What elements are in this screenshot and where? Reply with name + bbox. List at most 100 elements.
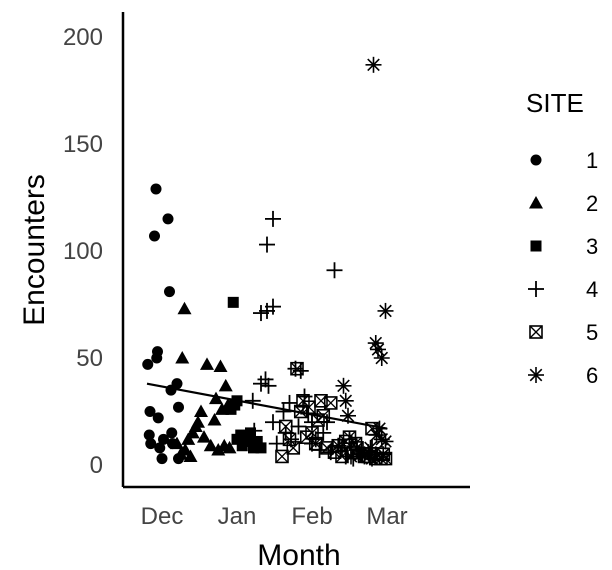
x-tick-labels: Dec Jan Feb Mar (141, 503, 408, 530)
point-site-3 (225, 403, 237, 415)
legend-label: 2 (586, 191, 598, 216)
legend-title: SITE (526, 88, 584, 118)
point-site-5 (308, 436, 323, 451)
y-tick-labels: 0 50 100 150 200 (63, 24, 103, 479)
point-site-2 (183, 449, 198, 462)
point-site-2 (185, 425, 200, 439)
point-site-5 (323, 396, 338, 410)
y-tick-label: 150 (63, 131, 103, 158)
point-site-4 (265, 210, 281, 227)
legend-item-site-3: 3 (530, 234, 598, 259)
x-tick-label: Mar (366, 503, 407, 530)
point-site-2 (207, 413, 222, 426)
point-site-5 (290, 361, 304, 376)
y-tick-label: 100 (63, 238, 103, 265)
point-site-3 (245, 427, 256, 439)
point-site-1 (156, 453, 168, 465)
axes (121, 12, 470, 489)
point-site-2 (178, 443, 193, 456)
point-site-1 (149, 230, 160, 242)
point-site-2 (218, 378, 233, 392)
legend-item-site-6: 6 (528, 363, 598, 388)
point-site-6 (368, 427, 385, 444)
point-site-2 (170, 436, 184, 450)
point-site-2 (213, 359, 228, 373)
point-site-3 (242, 433, 253, 445)
legend-item-site-4: 4 (528, 277, 598, 302)
point-site-1 (142, 358, 154, 370)
legend-marker-site-3 (530, 240, 542, 252)
legend-label: 5 (586, 320, 598, 345)
legend-marker-site-4 (528, 281, 544, 297)
point-site-6 (335, 377, 352, 394)
point-site-4 (268, 435, 285, 452)
point-site-2 (200, 357, 214, 370)
x-tick-label: Feb (291, 503, 332, 530)
point-site-2 (181, 432, 196, 445)
legend-marker-site-1 (530, 154, 542, 166)
point-site-3 (248, 442, 259, 454)
point-site-4 (326, 262, 343, 279)
point-site-6 (377, 302, 394, 319)
point-site-4 (275, 403, 292, 420)
y-tick-label: 50 (76, 345, 103, 372)
data-points (142, 56, 394, 467)
point-site-1 (158, 433, 169, 445)
point-site-6 (362, 439, 379, 456)
point-site-4 (246, 422, 263, 439)
y-tick-label: 0 (90, 452, 103, 479)
y-axis-title: Encounters (18, 174, 51, 326)
legend-label: 1 (586, 148, 598, 173)
legend: SITE 1 2 3 4 5 6 (526, 88, 598, 388)
point-site-3 (251, 435, 263, 447)
x-axis-title: Month (257, 539, 340, 570)
legend-label: 6 (586, 363, 598, 388)
x-tick-label: Dec (141, 503, 184, 530)
point-site-4 (281, 394, 298, 411)
point-site-2 (175, 351, 190, 364)
point-site-6 (375, 446, 392, 463)
point-site-5 (278, 419, 293, 434)
point-site-1 (152, 412, 164, 424)
point-site-4 (265, 414, 281, 431)
point-site-1 (162, 213, 174, 225)
point-site-5 (275, 449, 289, 464)
point-site-6 (367, 335, 384, 352)
legend-marker-site-5 (529, 325, 543, 339)
point-site-6 (364, 450, 380, 467)
point-site-4 (260, 377, 277, 394)
point-site-6 (377, 433, 394, 450)
legend-marker-site-6 (528, 367, 544, 383)
legend-label: 3 (586, 234, 598, 259)
point-site-2 (222, 440, 237, 454)
point-site-1 (144, 406, 156, 417)
point-site-1 (173, 401, 184, 413)
point-site-1 (154, 442, 166, 454)
point-site-1 (143, 429, 155, 441)
point-site-2 (177, 301, 192, 315)
point-site-1 (145, 438, 157, 450)
point-site-3 (227, 296, 239, 308)
y-tick-label: 200 (63, 24, 103, 51)
point-site-3 (255, 442, 267, 454)
point-site-2 (191, 415, 205, 428)
point-site-4 (244, 392, 261, 409)
point-site-2 (203, 438, 218, 452)
point-site-4 (265, 298, 281, 315)
legend-item-site-1: 1 (530, 148, 598, 173)
point-site-1 (164, 286, 175, 298)
point-site-1 (171, 378, 183, 390)
legend-marker-site-2 (529, 196, 543, 209)
point-site-2 (211, 443, 226, 456)
trend-line (146, 382, 388, 430)
point-site-5 (286, 441, 301, 455)
point-site-1 (151, 352, 163, 364)
point-site-6 (373, 350, 390, 366)
point-site-2 (209, 391, 223, 405)
point-site-6 (365, 56, 382, 73)
point-site-3 (231, 433, 243, 445)
point-site-1 (150, 183, 162, 195)
point-site-2 (194, 404, 208, 417)
x-tick-label: Jan (218, 503, 257, 530)
